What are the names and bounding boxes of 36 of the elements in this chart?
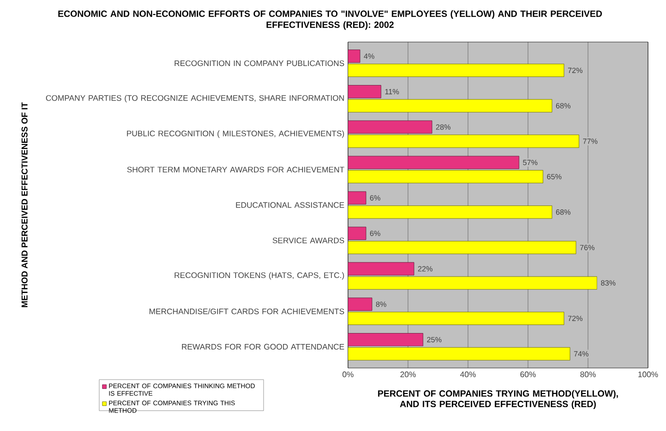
bar: [348, 170, 544, 184]
bar: [348, 191, 366, 204]
bar: [348, 50, 360, 63]
bar: [348, 262, 414, 276]
y-tick-label: SHORT TERM MONETARY AWARDS FOR ACHIEVEMENT: [127, 166, 344, 172]
bar: [348, 333, 424, 346]
x-tick-label: 40%: [460, 372, 476, 378]
bar: [348, 120, 432, 134]
y-tick-label: SERVICE AWARDS: [272, 238, 344, 244]
bar: [348, 134, 580, 148]
x-tick-label: 20%: [400, 372, 416, 378]
x-tick-label: 60%: [520, 372, 536, 378]
x-tick-label: 80%: [580, 372, 596, 378]
y-axis-title: METHOD AND PERCEIVED EFFECTIVENESS OF IT: [22, 102, 28, 308]
y-tick-label: COMPANY PARTIES (TO RECOGNIZE ACHIEVEMENTS, SHARE INFORMATION: [46, 94, 344, 102]
y-tick-label: PUBLIC RECOGNITION ( MILESTONES, ACHIEVEMENTS): [127, 130, 344, 138]
bar: [348, 206, 552, 219]
bar: [348, 298, 372, 311]
bar: [348, 276, 598, 290]
y-tick-label: RECOGNITION TOKENS (HATS, CAPS, ETC.): [174, 272, 344, 280]
bar: [348, 99, 552, 112]
bar: [348, 226, 366, 240]
x-tick-label: 0%: [342, 372, 354, 378]
y-tick-label: RECOGNITION IN COMPANY PUBLICATIONS: [174, 60, 344, 66]
x-tick-label: 100%: [638, 372, 658, 378]
bar: [348, 85, 382, 98]
x-axis-title: PERCENT OF COMPANIES TRYING METHOD(YELLOW), AND ITS PERCEIVED EFFECTIVENESS (RED): [378, 390, 618, 409]
bar: [348, 312, 564, 325]
bar: [348, 156, 520, 170]
bar: [348, 347, 570, 360]
bar: [348, 64, 564, 77]
y-tick-label: REWARDS FOR FOR GOOD ATTENDANCE: [182, 344, 344, 350]
bar: [348, 240, 576, 254]
y-tick-label: EDUCATIONAL ASSISTANCE: [236, 202, 344, 208]
chart-title: ECONOMIC AND NON-ECONOMIC EFFORTS OF COMPANIES TO "INVOLVE" EMPLOYEES (YELLOW) AND THEIR PERCEIVED EFFECTIVENESS (RED): 2002: [58, 10, 602, 30]
y-tick-label: MERCHANDISE/GIFT CARDS FOR ACHIEVEMENTS: [150, 308, 344, 314]
